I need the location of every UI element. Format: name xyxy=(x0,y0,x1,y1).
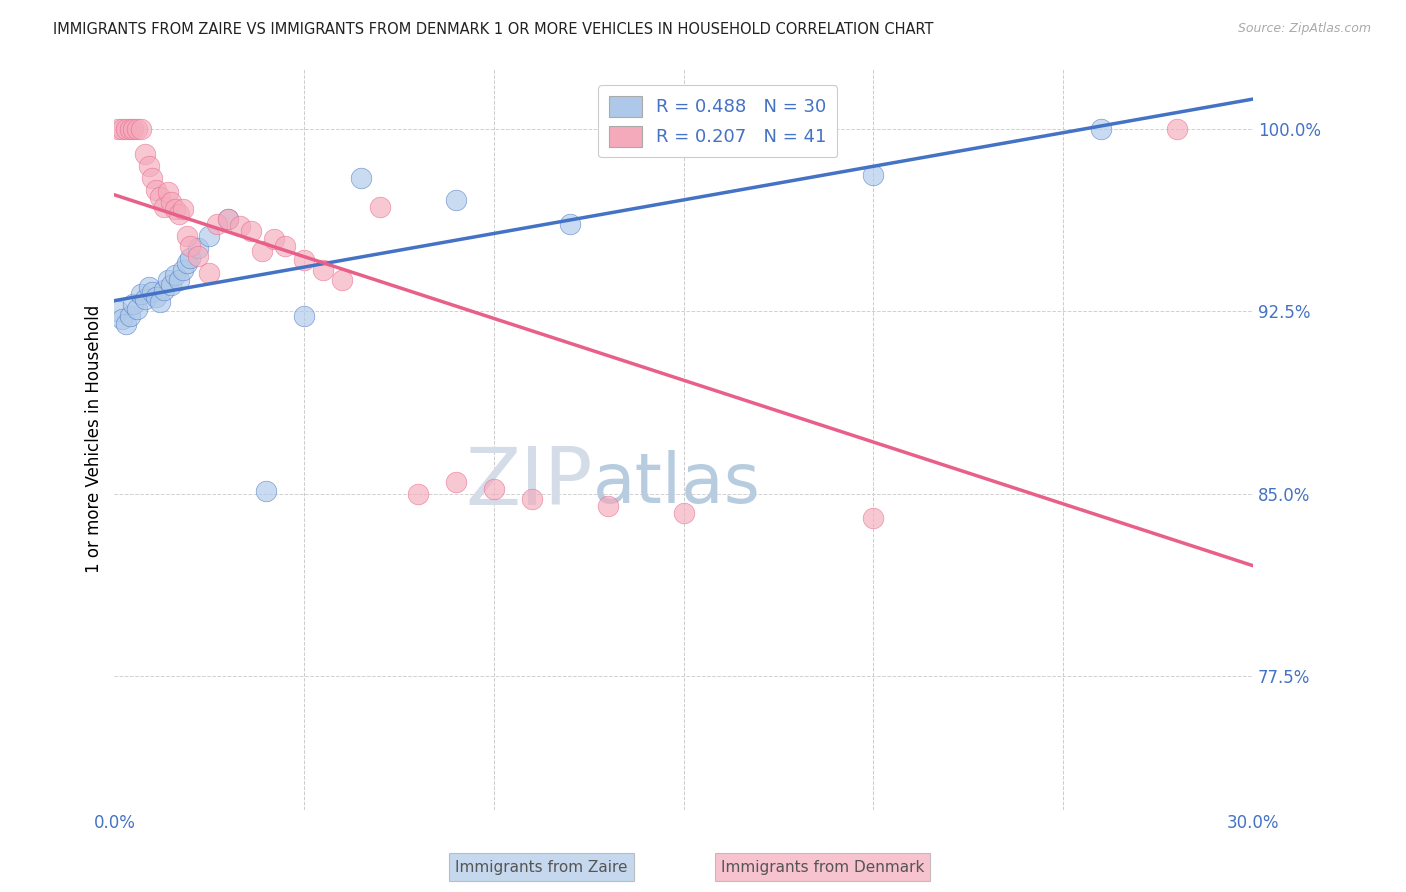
Point xyxy=(444,193,467,207)
Text: atlas: atlas xyxy=(592,450,761,517)
Point xyxy=(558,217,581,231)
Point xyxy=(107,122,129,136)
Point xyxy=(482,482,505,496)
Point xyxy=(368,200,391,214)
Point xyxy=(254,484,277,499)
Point xyxy=(862,511,884,525)
Text: Immigrants from Zaire: Immigrants from Zaire xyxy=(456,860,627,874)
Point xyxy=(160,195,183,210)
Point xyxy=(292,253,315,268)
Point xyxy=(330,273,353,287)
Point xyxy=(240,224,263,238)
Point xyxy=(274,239,297,253)
Text: Source: ZipAtlas.com: Source: ZipAtlas.com xyxy=(1237,22,1371,36)
Point xyxy=(149,190,172,204)
Point xyxy=(228,219,250,234)
Point xyxy=(187,249,209,263)
Point xyxy=(141,285,163,299)
Point xyxy=(145,183,167,197)
Point xyxy=(520,491,543,506)
Point xyxy=(172,202,194,217)
Point xyxy=(167,207,190,221)
Point xyxy=(127,122,149,136)
Point xyxy=(1090,122,1112,136)
Point xyxy=(198,266,221,280)
Point xyxy=(292,310,315,324)
Point xyxy=(176,229,198,244)
Point xyxy=(127,301,149,316)
Point xyxy=(156,273,179,287)
Point xyxy=(217,212,239,227)
Text: ZIP: ZIP xyxy=(465,444,592,523)
Point xyxy=(1166,122,1188,136)
Point xyxy=(152,283,174,297)
Point xyxy=(596,499,619,513)
Point xyxy=(160,277,183,292)
Point xyxy=(118,310,141,324)
Point xyxy=(129,122,152,136)
Point xyxy=(862,169,884,183)
Point xyxy=(187,241,209,255)
Point xyxy=(165,202,187,217)
Point xyxy=(152,200,174,214)
Point xyxy=(107,304,129,318)
Point xyxy=(217,212,239,227)
Point xyxy=(165,268,187,282)
Point xyxy=(111,122,134,136)
Point xyxy=(198,229,221,244)
Point xyxy=(134,146,156,161)
Point xyxy=(263,231,285,245)
Point xyxy=(350,170,373,185)
Point xyxy=(406,486,429,500)
Point xyxy=(444,475,467,489)
Point xyxy=(252,244,274,258)
Point xyxy=(122,297,145,311)
Point xyxy=(179,239,201,253)
Point xyxy=(312,263,335,277)
Point xyxy=(114,317,136,331)
Point xyxy=(167,273,190,287)
Text: Immigrants from Denmark: Immigrants from Denmark xyxy=(721,860,924,874)
Point xyxy=(122,122,145,136)
Point xyxy=(145,290,167,304)
Point xyxy=(118,122,141,136)
Legend: R = 0.488   N = 30, R = 0.207   N = 41: R = 0.488 N = 30, R = 0.207 N = 41 xyxy=(599,85,837,157)
Point xyxy=(129,287,152,301)
Point xyxy=(111,311,134,326)
Point xyxy=(138,280,160,294)
Y-axis label: 1 or more Vehicles in Household: 1 or more Vehicles in Household xyxy=(86,305,103,574)
Point xyxy=(114,122,136,136)
Point xyxy=(179,251,201,265)
Point xyxy=(138,159,160,173)
Point xyxy=(205,217,228,231)
Point xyxy=(134,293,156,307)
Point xyxy=(672,506,695,520)
Point xyxy=(149,294,172,309)
Point xyxy=(172,263,194,277)
Point xyxy=(176,256,198,270)
Point xyxy=(156,186,179,200)
Text: IMMIGRANTS FROM ZAIRE VS IMMIGRANTS FROM DENMARK 1 OR MORE VEHICLES IN HOUSEHOLD: IMMIGRANTS FROM ZAIRE VS IMMIGRANTS FROM… xyxy=(53,22,934,37)
Point xyxy=(141,170,163,185)
